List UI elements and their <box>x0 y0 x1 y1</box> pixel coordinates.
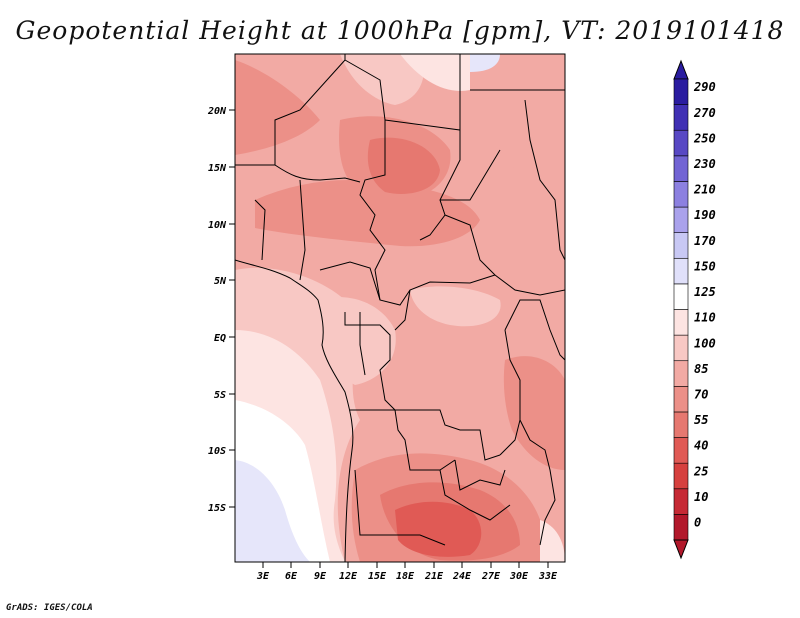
credit-label: GrADS: IGES/COLA <box>6 603 93 613</box>
colorbar-label: 100 <box>694 336 716 350</box>
lon-axis: 3E 6E 9E 12E 15E 18E 21E 24E 27E 30E 33E <box>256 562 558 582</box>
colorbar-segment <box>673 181 689 208</box>
colorbar-segment <box>673 283 689 310</box>
lat-label: 15S <box>208 503 226 514</box>
colorbar-bottom-arrow <box>673 539 689 560</box>
lat-label: 15N <box>208 163 227 174</box>
colorbar-segment <box>673 462 689 490</box>
lat-label: 20N <box>207 106 227 117</box>
colorbar-label: 70 <box>694 387 708 401</box>
colorbar: 0 10 25 40 55 70 85 100 110 125 150 170 190 210 230 250… <box>673 59 716 560</box>
lat-label: 10N <box>208 220 227 231</box>
colorbar-label: 10 <box>694 490 708 504</box>
lon-label: 6E <box>285 571 298 582</box>
colorbar-segment <box>673 411 689 438</box>
colorbar-label: 110 <box>694 311 716 325</box>
colorbar-label: 250 <box>693 131 716 145</box>
colorbar-top-arrow <box>673 59 689 80</box>
lon-label: 33E <box>538 571 558 582</box>
lon-label: 30E <box>509 571 529 582</box>
colorbar-segment <box>673 78 689 105</box>
colorbar-label: 40 <box>694 439 708 453</box>
colorbar-segment <box>673 488 689 515</box>
map-frame <box>234 53 566 563</box>
colorbar-segment <box>673 104 689 131</box>
lat-axis: 20N 15N 10N 5N EQ 5S 10S 15S <box>207 106 235 514</box>
lon-label: 24E <box>452 571 472 582</box>
colorbar-segment <box>673 360 689 387</box>
colorbar-label: 150 <box>694 259 716 273</box>
colorbar-label: 55 <box>694 413 708 427</box>
colorbar-label: 85 <box>694 362 708 376</box>
colorbar-segment <box>673 129 689 157</box>
colorbar-label: 270 <box>693 106 716 120</box>
colorbar-segment <box>673 386 689 413</box>
lon-label: 21E <box>424 571 444 582</box>
colorbar-label: 125 <box>694 285 716 299</box>
lat-label: 10S <box>208 446 226 457</box>
lon-label: 15E <box>368 571 387 582</box>
colorbar-label: 170 <box>694 234 716 248</box>
lon-label: 3E <box>256 571 270 582</box>
colorbar-segment <box>673 155 689 182</box>
lon-label: 9E <box>314 571 327 582</box>
lon-label: 18E <box>396 571 415 582</box>
country-borders <box>235 54 565 562</box>
colorbar-segment <box>673 206 689 233</box>
colorbar-segment <box>673 514 689 541</box>
colorbar-label: 210 <box>693 183 716 197</box>
lon-label: 12E <box>339 571 358 582</box>
colorbar-segment <box>673 334 689 362</box>
lat-label: 5S <box>214 390 226 401</box>
colorbar-segment <box>673 257 689 285</box>
lat-label: 5N <box>214 276 227 287</box>
map-title: Geopotential Height at 1000hPa [gpm], VT… <box>15 16 785 45</box>
colorbar-segment <box>673 309 689 336</box>
colorbar-label: 0 <box>694 516 701 530</box>
colorbar-label: 230 <box>693 157 716 171</box>
colorbar-segment <box>673 232 689 259</box>
colorbar-segment <box>673 437 689 464</box>
colorbar-label: 25 <box>693 464 708 478</box>
colorbar-label: 190 <box>694 208 716 222</box>
colorbar-label: 290 <box>693 80 716 94</box>
lon-label: 27E <box>481 571 501 582</box>
lat-label: EQ <box>214 333 226 344</box>
height-field <box>235 54 565 562</box>
